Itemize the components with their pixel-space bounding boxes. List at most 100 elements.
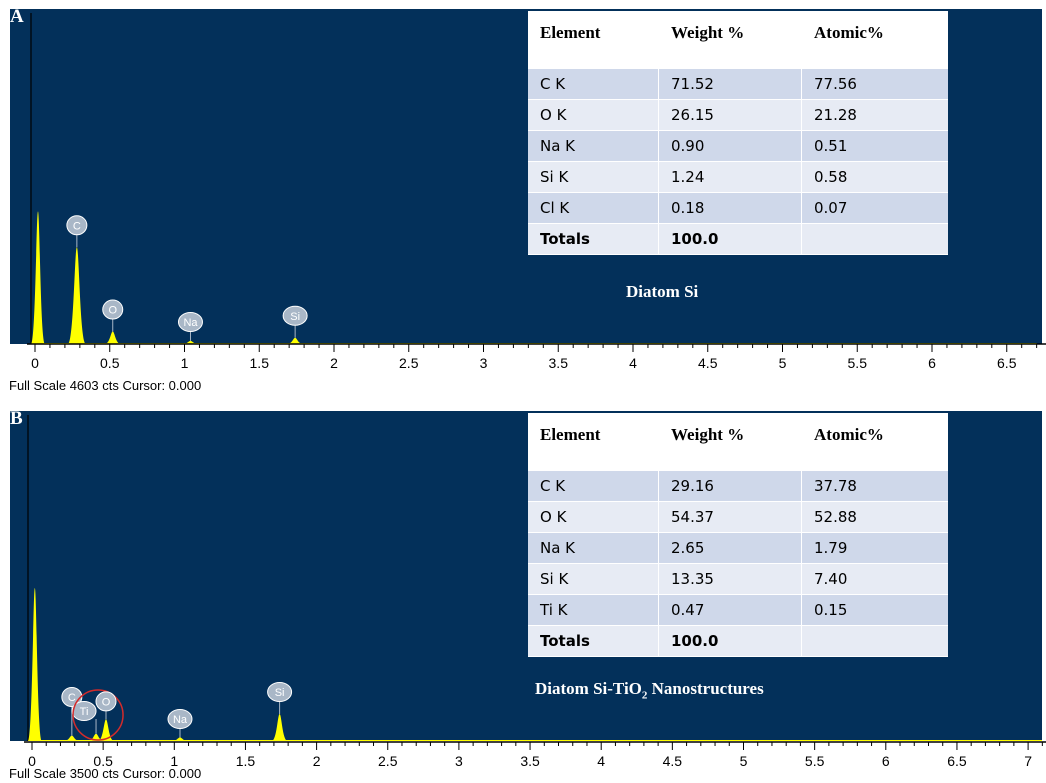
peak-label-text: C (73, 220, 81, 232)
peak-label-bubble (267, 682, 293, 702)
table-cell: 1.79 (801, 532, 948, 564)
table-cell: 52.88 (801, 501, 948, 533)
sample-caption-b: Diatom Si-TiO2 Nanostructures (535, 679, 764, 701)
table-cell: 0.07 (801, 192, 948, 224)
table-row: Si K 1.24 0.58 (528, 161, 948, 193)
peak-label-text: Na (183, 317, 198, 329)
x-tick-label: 0 (31, 355, 39, 371)
x-tick-label: 4.5 (698, 355, 718, 371)
x-tick-label: 6.5 (947, 753, 967, 769)
peak-label-text: Na (173, 714, 188, 726)
table-cell: C K (528, 470, 659, 502)
panel-label-b: B (10, 408, 23, 429)
table-header-cell: Weight % (658, 413, 802, 471)
x-tick-label: 6 (882, 753, 890, 769)
x-tick-label: 0 (28, 753, 36, 769)
table-cell: 71.52 (658, 68, 802, 100)
spectrum-peak-zero (27, 588, 42, 741)
table-cell: Ti K (528, 594, 659, 626)
table-cell: 29.16 (658, 470, 802, 502)
table-totals-row: Totals 100.0 (528, 223, 948, 255)
peak-label-bubble (282, 305, 308, 326)
x-tick-label: 2.5 (399, 355, 419, 371)
sample-caption-a: Diatom Si (626, 282, 699, 301)
peak-label-text: Ti (80, 706, 89, 718)
spectrum-svg-b: C Ti O Na Si (27, 415, 1042, 741)
peak-label-text: C (68, 692, 76, 704)
peak-label-si: Si (267, 682, 293, 714)
table-row: Ti K 0.47 0.15 (528, 594, 948, 626)
status-line-b: Full Scale 3500 cts Cursor: 0.000 (9, 766, 202, 781)
table-totals-row: Totals 100.0 (528, 625, 948, 657)
x-tick-label: 1 (181, 355, 189, 371)
table-cell: 0.15 (801, 594, 948, 626)
peak-label-si: Si (282, 305, 308, 338)
table-cell: Si K (528, 563, 659, 595)
table-cell: 37.78 (801, 470, 948, 502)
table-cell: 0.90 (658, 130, 802, 162)
x-tick-label: 5 (740, 753, 748, 769)
x-tick-label: 2 (313, 753, 321, 769)
sample-caption-b-sub: 2 (641, 689, 648, 702)
spectrum-peak-si (287, 337, 304, 344)
x-tick-label: 5.5 (848, 355, 868, 371)
table-header-row: Element Weight % Atomic% (528, 413, 948, 471)
table-cell: Si K (528, 161, 659, 193)
table-cell: 26.15 (658, 99, 802, 131)
table-row: C K 29.16 37.78 (528, 470, 948, 502)
peak-label-text: O (102, 696, 111, 708)
peak-label-bubble (71, 701, 97, 721)
x-tick-label: 6.5 (997, 355, 1017, 371)
spectrum-peak-o (97, 719, 114, 741)
table-row: C K 71.52 77.56 (528, 68, 948, 100)
table-cell: 100.0 (658, 625, 802, 657)
table-cell: 21.28 (801, 99, 948, 131)
table-cell: C K (528, 68, 659, 100)
x-tick-label: 5.5 (805, 753, 825, 769)
table-cell: 2.65 (658, 532, 802, 564)
x-tick-label: 3.5 (520, 753, 540, 769)
x-tick-label: 2.5 (378, 753, 398, 769)
composition-table-a: Element Weight % Atomic% C K 71.52 77.56 O K 26… (528, 11, 948, 255)
table-row: Na K 2.65 1.79 (528, 532, 948, 564)
table-cell: Totals (528, 223, 659, 255)
table-row: Si K 13.35 7.40 (528, 563, 948, 595)
peak-label-text: O (108, 305, 117, 317)
table-cell: 54.37 (658, 501, 802, 533)
spectrum-panel-b: C Ti O Na Si B Element Weight % Atomic% C K 29.1… (0, 402, 1046, 783)
x-tick-label: 7 (1024, 753, 1032, 769)
table-cell: 1.24 (658, 161, 802, 193)
table-cell: O K (528, 99, 659, 131)
table-cell: 0.51 (801, 130, 948, 162)
table-row: O K 54.37 52.88 (528, 501, 948, 533)
x-tick-label: 4.5 (663, 753, 683, 769)
x-tick-label: 2 (330, 355, 338, 371)
x-tick-label: 4 (629, 355, 637, 371)
table-cell: 0.58 (801, 161, 948, 193)
table-cell: Totals (528, 625, 659, 657)
peak-label-bubble (95, 691, 117, 712)
sample-caption-b-rest: Nanostructures (647, 679, 764, 698)
table-header-cell: Atomic% (801, 413, 948, 471)
x-tick-label: 5 (779, 355, 787, 371)
peak-label-c: C (66, 215, 88, 248)
table-cell: 7.40 (801, 563, 948, 595)
x-tick-label: 1 (170, 753, 178, 769)
table-cell: Na K (528, 532, 659, 564)
table-cell (801, 223, 948, 255)
ti-highlight-circle (72, 689, 124, 741)
peak-label-na: Na (167, 709, 193, 738)
peak-label-o: O (95, 691, 117, 720)
table-cell: 100.0 (658, 223, 802, 255)
sample-caption-b-main: Diatom Si-TiO (535, 679, 642, 698)
x-axis-b: 0 0.5 1 1.5 2 2.5 3 3.5 4 4.5 5 5.5 6 6.5 7 (24, 741, 1046, 769)
table-header-cell: Element (528, 413, 659, 471)
composition-table-b: Element Weight % Atomic% C K 29.16 37.78 O K 54… (528, 413, 948, 657)
x-tick-label: 0.5 (93, 753, 113, 769)
panel-label-a: A (10, 6, 24, 27)
spectrum-panel-a: C O Na Si A Element Weight % Atomic% C K 71.52 7… (9, 6, 1046, 393)
spectrum-peak-si (271, 714, 288, 741)
table-row: O K 26.15 21.28 (528, 99, 948, 131)
table-row: Na K 0.90 0.51 (528, 130, 948, 162)
table-row: Cl K 0.18 0.07 (528, 192, 948, 224)
